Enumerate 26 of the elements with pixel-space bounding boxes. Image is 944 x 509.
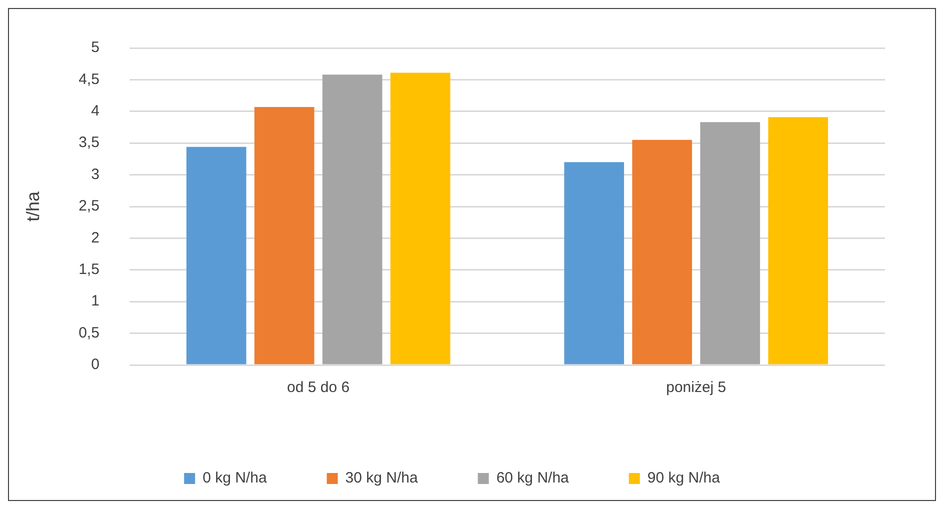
y-tick-label: 1 [91, 292, 100, 310]
y-tick-label: 1,5 [78, 261, 100, 278]
legend-label: 0 kg N/ha [202, 470, 268, 487]
y-tick-label: 0,5 [78, 324, 100, 342]
y-tick-label: 3 [91, 166, 100, 183]
y-axis-title: t/ha [22, 190, 43, 222]
bar [700, 122, 760, 364]
y-tick-label: 0 [91, 356, 100, 374]
bar [390, 72, 450, 364]
x-tick-label: poniżej 5 [666, 379, 726, 396]
x-tick-label: od 5 do 6 [287, 379, 350, 396]
y-tick-label: 2 [91, 229, 100, 246]
y-tick-label: 5 [91, 39, 100, 56]
bar [564, 162, 624, 364]
legend-label: 90 kg N/ha [647, 470, 721, 487]
bar [254, 106, 314, 364]
y-tick-label: 4,5 [78, 70, 100, 88]
bar [632, 140, 692, 364]
y-tick-label: 2,5 [78, 198, 100, 215]
legend-label: 30 kg N/ha [345, 470, 418, 487]
y-tick-label: 3,5 [78, 134, 100, 152]
bar [322, 74, 382, 364]
y-tick-label: 4 [91, 102, 100, 120]
bar [186, 146, 246, 364]
legend-label: 60 kg N/ha [496, 470, 570, 487]
bar [768, 117, 828, 364]
